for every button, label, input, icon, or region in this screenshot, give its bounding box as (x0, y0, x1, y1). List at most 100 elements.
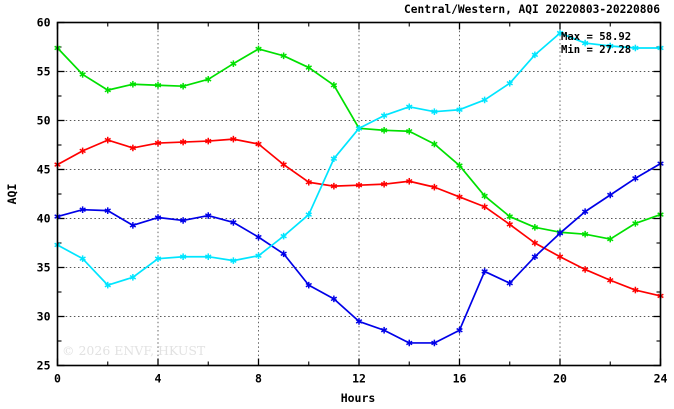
data-point-marker (179, 82, 187, 90)
data-point-marker (280, 250, 287, 258)
data-point-marker (531, 51, 539, 59)
data-point-marker (556, 29, 564, 37)
data-point-marker (305, 178, 312, 186)
data-point-marker (255, 252, 262, 260)
data-point-marker (431, 183, 438, 191)
data-point-marker (431, 339, 438, 347)
data-point-marker (104, 281, 111, 289)
grid-layer (57, 22, 661, 366)
y-axis-label: AQI (5, 184, 19, 205)
series-layer (54, 29, 664, 347)
x-tick-label: 12 (352, 372, 366, 386)
data-point-marker (129, 274, 137, 281)
data-point-marker (456, 193, 463, 201)
series-20220803 (54, 44, 664, 243)
y-tick-label: 60 (37, 16, 51, 30)
data-point-marker (380, 112, 388, 119)
series-20220805 (54, 160, 664, 347)
data-point-marker (380, 180, 388, 188)
data-point-marker (305, 281, 312, 289)
data-point-marker (129, 80, 137, 88)
data-point-marker (280, 52, 287, 60)
data-point-marker (355, 318, 363, 325)
data-point-marker (531, 224, 539, 231)
data-point-marker (355, 125, 363, 132)
data-point-marker (406, 339, 413, 347)
data-point-marker (406, 177, 413, 185)
plot-frame (56, 21, 662, 367)
y-tick-label: 40 (37, 212, 51, 226)
data-point-marker (506, 79, 513, 87)
data-point-marker (205, 212, 212, 219)
data-point-marker (104, 136, 111, 144)
data-point-marker (104, 86, 111, 94)
chart-title: Central/Western, AQI 20220803-20220806 (404, 3, 660, 16)
data-point-marker (79, 147, 86, 155)
data-point-marker (205, 137, 212, 145)
y-tick-label: 45 (37, 163, 51, 177)
data-point-marker (632, 175, 639, 182)
y-tick-label: 25 (37, 359, 51, 373)
data-point-marker (79, 255, 86, 262)
watermark: © 2026 ENVF, HKUST (62, 343, 206, 358)
data-point-marker (581, 39, 589, 47)
data-point-marker (380, 127, 388, 134)
data-point-marker (506, 213, 513, 220)
data-point-marker (255, 140, 262, 148)
x-tick-label: 16 (453, 372, 467, 386)
data-point-marker (556, 229, 564, 237)
data-point-marker (305, 64, 312, 71)
data-point-marker (581, 266, 589, 273)
legend-min-label: Min = 27.28 (561, 44, 631, 56)
legend-max-label: Max = 58.92 (561, 31, 631, 43)
data-point-marker (154, 139, 162, 147)
data-point-marker (280, 232, 287, 240)
data-point-marker (79, 206, 86, 213)
data-point-marker (431, 140, 438, 148)
data-point-marker (280, 161, 287, 168)
data-point-marker (205, 253, 212, 261)
data-point-marker (330, 81, 338, 89)
data-point-marker (305, 211, 312, 218)
data-point-marker (506, 221, 513, 228)
data-point-marker (230, 219, 237, 226)
y-tick-label: 30 (37, 310, 51, 324)
data-point-marker (607, 276, 614, 284)
series-20220806 (54, 29, 664, 289)
data-point-marker (230, 135, 237, 143)
data-point-marker (154, 255, 162, 262)
data-point-marker (456, 106, 463, 114)
data-point-marker (129, 144, 137, 152)
data-point-marker (230, 257, 237, 264)
label-layer: 25 30 35 40 45 50 55 60 0 4 8 12 16 20 24 (37, 16, 668, 386)
x-tick-label: 20 (553, 372, 567, 386)
data-point-marker (380, 326, 388, 334)
data-point-marker (607, 235, 614, 243)
data-point-marker (531, 253, 539, 261)
data-point-marker (230, 60, 237, 67)
data-point-marker (154, 214, 162, 221)
data-point-marker (581, 208, 589, 215)
data-point-marker (129, 222, 137, 229)
data-point-marker (104, 207, 111, 214)
data-point-marker (506, 279, 513, 287)
data-point-marker (481, 192, 488, 200)
data-point-marker (179, 253, 187, 261)
data-point-marker (431, 108, 438, 115)
data-point-marker (406, 103, 413, 111)
data-point-marker (556, 253, 564, 261)
y-tick-label: 55 (37, 65, 51, 79)
data-point-marker (330, 182, 338, 190)
data-point-marker (481, 203, 488, 211)
data-point-marker (481, 96, 488, 104)
y-tick-label: 50 (37, 114, 51, 128)
series-20220804 (54, 135, 664, 300)
x-tick-label: 8 (255, 372, 262, 386)
data-point-marker (179, 138, 187, 146)
data-point-marker (330, 155, 338, 163)
data-point-marker (255, 233, 262, 241)
data-point-marker (607, 42, 614, 50)
data-point-marker (205, 76, 212, 83)
